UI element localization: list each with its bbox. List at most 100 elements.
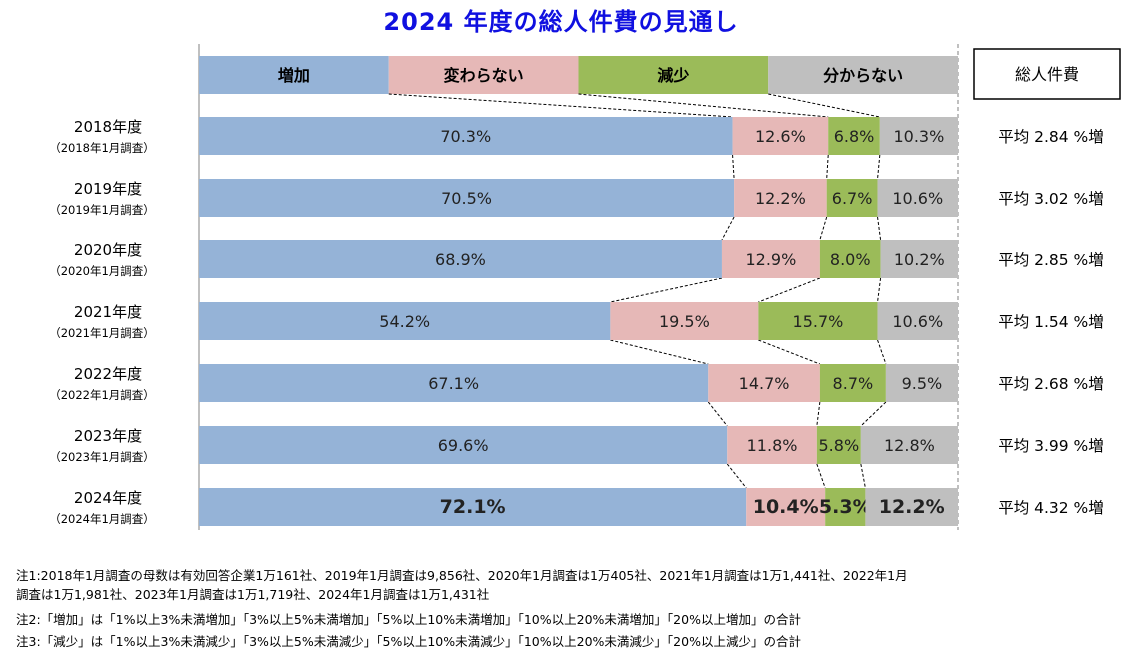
category-label: 2018年度 <box>74 118 142 136</box>
connector-line <box>819 216 828 241</box>
bar-segment-0 <box>199 426 728 464</box>
category-sublabel: （2020年1月調査） <box>49 264 155 278</box>
category-label: 2019年度 <box>74 180 142 198</box>
connector-line <box>826 154 829 180</box>
side-label: 平均 2.84 %増 <box>998 128 1104 146</box>
bar-segment-1 <box>746 488 826 526</box>
bar-segment-3 <box>865 488 958 526</box>
side-header: 総人件費 <box>1015 65 1079 84</box>
data-label: 14.7% <box>739 374 790 393</box>
data-label: 54.2% <box>379 312 430 331</box>
data-label: 6.8% <box>834 127 875 146</box>
bar-segment-1 <box>721 240 820 278</box>
note-1-line-1: 注1:2018年1月調査の母数は有効回答企業1万161社、2019年1月調査は9… <box>16 568 908 583</box>
bar-segment-0 <box>199 364 709 402</box>
bar-segment-2 <box>825 488 866 526</box>
bar-segment-3 <box>877 179 958 217</box>
connector-line <box>388 93 733 118</box>
data-label: 10.6% <box>892 312 943 331</box>
bar-segment-0 <box>199 117 733 155</box>
bar-segment-0 <box>199 240 722 278</box>
data-label: 72.1% <box>440 496 506 518</box>
data-label: 15.7% <box>793 312 844 331</box>
category-sublabel: （2022年1月調査） <box>49 388 155 402</box>
connector-line <box>877 277 882 303</box>
data-label: 6.7% <box>832 189 873 208</box>
legend-swatch-0 <box>199 56 389 94</box>
data-label: 10.3% <box>893 127 944 146</box>
connector-line <box>877 154 881 180</box>
connector-line <box>758 277 821 303</box>
side-label: 平均 3.99 %増 <box>998 437 1104 455</box>
side-label: 平均 4.32 %増 <box>998 499 1104 517</box>
connector-line <box>721 216 735 241</box>
note-1-line-2: 調査は1万1,981社、2023年1月調査は1万1,719社、2024年1月調査… <box>16 587 490 602</box>
bar-segment-2 <box>828 117 880 155</box>
data-label: 70.3% <box>440 127 491 146</box>
connector-line <box>877 216 882 241</box>
data-label: 8.7% <box>833 374 874 393</box>
bar-segment-1 <box>734 179 827 217</box>
data-label: 8.0% <box>830 250 871 269</box>
category-sublabel: （2019年1月調査） <box>49 203 155 217</box>
bar-segment-2 <box>819 240 881 278</box>
bar-segment-1 <box>708 364 820 402</box>
note-3: 注3:「減少」は「1%以上3%未満減少」「3%以上5%未満減少」「5%以上10%… <box>16 634 801 649</box>
bar-segment-2 <box>816 426 861 464</box>
category-label: 2021年度 <box>74 303 142 321</box>
bar-segment-2 <box>819 364 886 402</box>
bar-segment-0 <box>199 488 747 526</box>
bar-segment-3 <box>879 117 958 155</box>
bar-segment-2 <box>826 179 878 217</box>
category-label: 2024年度 <box>74 489 142 507</box>
legend-swatch-2 <box>578 56 769 94</box>
data-label: 12.2% <box>755 189 806 208</box>
bar-segment-3 <box>885 364 958 402</box>
data-label: 5.8% <box>819 436 860 455</box>
data-label: 19.5% <box>659 312 710 331</box>
category-sublabel: （2023年1月調査） <box>49 450 155 464</box>
category-sublabel: （2021年1月調査） <box>49 326 155 340</box>
data-label: 11.8% <box>747 436 798 455</box>
chart-title: 2024 年度の総人件費の見通し <box>383 8 739 36</box>
legend-label-3: 分からない <box>823 66 903 85</box>
side-label: 平均 1.54 %増 <box>998 313 1104 331</box>
bar-segment-2 <box>758 302 878 340</box>
legend-swatch-3 <box>768 56 958 94</box>
data-label: 67.1% <box>428 374 479 393</box>
connector-line <box>732 154 735 180</box>
bar-segment-3 <box>860 426 958 464</box>
connector-line <box>610 277 723 303</box>
data-label: 10.6% <box>892 189 943 208</box>
data-label: 9.5% <box>902 374 943 393</box>
stacked-bar-chart: 増加 変わらない 減少 分からない 70.3% 12.6% 6.8% 10.3% 2018年度 （… <box>49 44 1121 530</box>
category-sublabel: （2024年1月調査） <box>49 512 155 526</box>
connector-line <box>758 339 821 365</box>
side-header-box <box>973 48 1121 100</box>
connector-line <box>726 463 747 489</box>
connector-line <box>860 401 887 427</box>
bar-segment-1 <box>610 302 759 340</box>
side-label: 平均 3.02 %増 <box>998 190 1104 208</box>
data-label: 12.6% <box>755 127 806 146</box>
category-label: 2023年度 <box>74 427 142 445</box>
legend-label-0: 増加 <box>278 66 310 85</box>
legend-label-1: 変わらない <box>444 66 524 85</box>
data-label: 69.6% <box>438 436 489 455</box>
connector-line <box>768 93 880 118</box>
legend-swatch-1 <box>388 56 579 94</box>
data-label: 5.3% <box>819 496 872 518</box>
connector-line <box>816 401 821 427</box>
data-label: 10.4% <box>753 496 819 518</box>
bar-segment-1 <box>727 426 817 464</box>
data-label: 12.2% <box>879 496 945 518</box>
bar-segment-0 <box>199 302 611 340</box>
legend-label-2: 減少 <box>657 66 689 85</box>
category-sublabel: （2018年1月調査） <box>49 141 155 155</box>
connector-line <box>707 401 728 427</box>
connector-line <box>816 463 826 489</box>
category-label: 2020年度 <box>74 241 142 259</box>
connector-line <box>877 339 887 365</box>
bar-segment-3 <box>877 302 958 340</box>
connector-line <box>578 93 829 118</box>
